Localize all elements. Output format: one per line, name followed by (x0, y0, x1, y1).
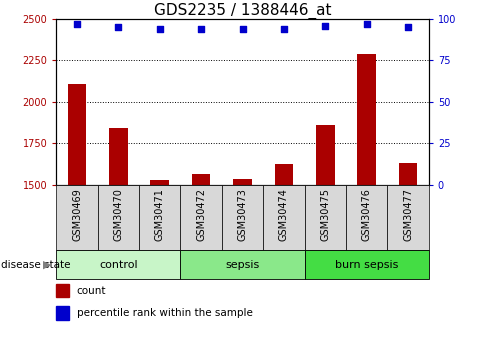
Bar (263, 185, 305, 250)
Bar (109, 128, 128, 185)
Text: GSM30469: GSM30469 (72, 188, 82, 240)
Bar (399, 163, 417, 185)
Bar (98, 185, 139, 250)
Point (363, 21, 370, 27)
Text: GSM30471: GSM30471 (155, 188, 165, 241)
Bar (139, 185, 180, 250)
Point (280, 26, 288, 32)
Point (156, 26, 164, 32)
Text: GSM30475: GSM30475 (320, 188, 330, 241)
Point (73, 21, 81, 27)
Bar (56, 185, 98, 250)
Text: GSM30470: GSM30470 (113, 188, 123, 241)
Text: GSM30473: GSM30473 (238, 188, 247, 241)
Text: sepsis: sepsis (225, 260, 260, 270)
Bar (274, 164, 293, 185)
Bar (56, 284, 70, 297)
Bar (180, 250, 305, 279)
Bar (346, 185, 388, 250)
Point (115, 24, 122, 30)
Bar (56, 250, 180, 279)
Bar (56, 306, 70, 320)
Text: disease state: disease state (1, 260, 71, 270)
Title: GDS2235 / 1388446_at: GDS2235 / 1388446_at (154, 3, 331, 19)
Bar (316, 125, 335, 185)
Text: GSM30474: GSM30474 (279, 188, 289, 241)
Text: count: count (77, 286, 106, 296)
Text: GSM30477: GSM30477 (403, 188, 413, 241)
Point (321, 23, 329, 28)
Bar (233, 179, 252, 185)
Point (197, 26, 205, 32)
Text: ▶: ▶ (43, 260, 51, 270)
Bar (305, 250, 429, 279)
Bar (388, 185, 429, 250)
Point (239, 26, 246, 32)
Bar (180, 185, 222, 250)
Text: percentile rank within the sample: percentile rank within the sample (77, 308, 253, 318)
Point (404, 24, 412, 30)
Bar (68, 85, 86, 185)
Bar (192, 174, 211, 185)
Bar (222, 185, 263, 250)
Bar (305, 185, 346, 250)
Text: control: control (99, 260, 138, 270)
Text: burn sepsis: burn sepsis (335, 260, 398, 270)
Bar (357, 54, 376, 185)
Text: GSM30472: GSM30472 (196, 188, 206, 241)
Bar (150, 180, 169, 185)
Text: GSM30476: GSM30476 (362, 188, 372, 241)
